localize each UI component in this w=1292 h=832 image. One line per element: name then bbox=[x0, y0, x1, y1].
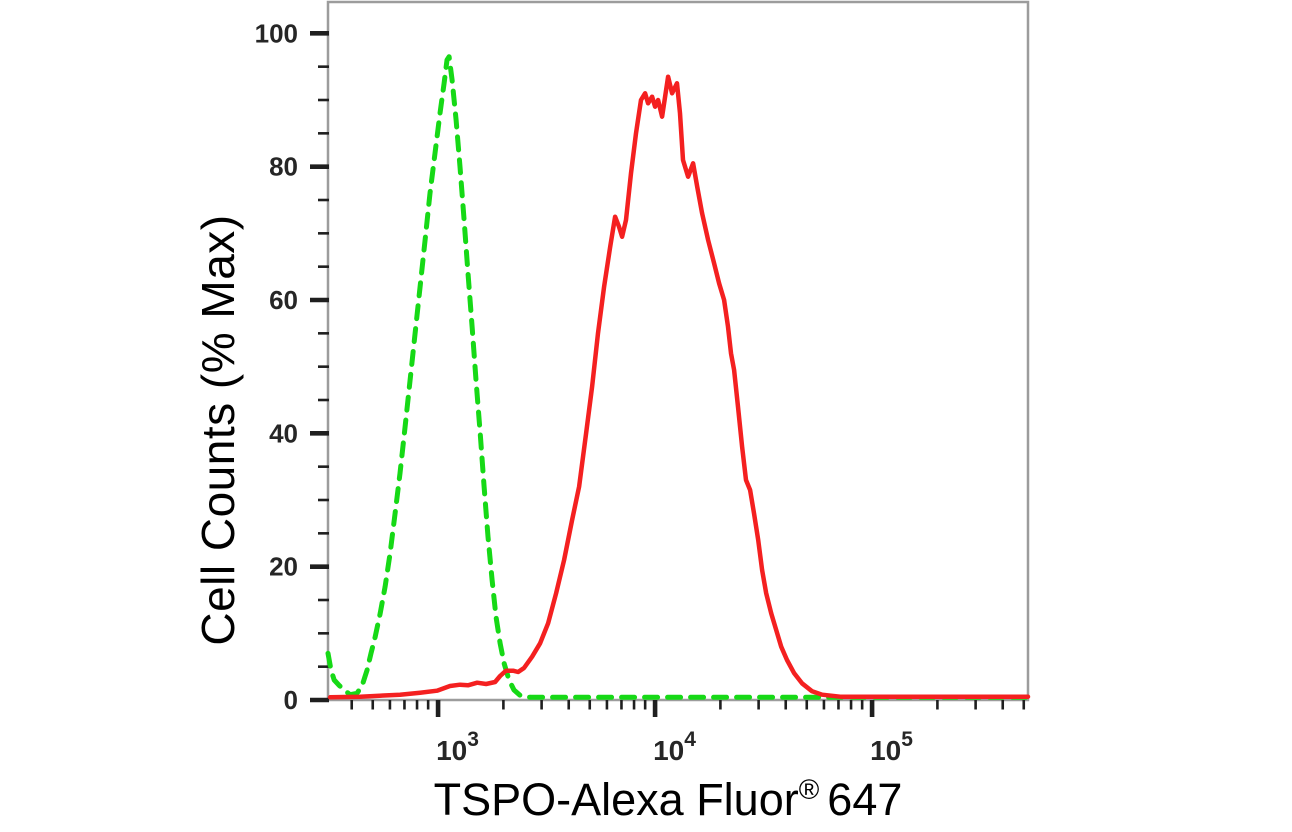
y-axis-tick-label: 60 bbox=[269, 285, 298, 315]
green-dashed-curve bbox=[325, 54, 1031, 700]
x-axis-tick-label: 105 bbox=[870, 728, 913, 766]
x-axis-label: TSPO-Alexa Fluor® 647 bbox=[434, 774, 903, 826]
red-solid-curve bbox=[327, 74, 1031, 700]
x-axis-tick-label: 103 bbox=[436, 728, 479, 766]
registered-trademark-symbol: ® bbox=[798, 774, 820, 805]
y-axis-tick-label: 0 bbox=[284, 685, 298, 715]
y-axis-tick-label: 80 bbox=[269, 152, 298, 182]
y-axis-tick-label: 100 bbox=[255, 18, 298, 48]
x-axis-label-suffix: 647 bbox=[827, 774, 903, 825]
x-axis-label-main: TSPO-Alexa Fluor bbox=[433, 774, 799, 825]
y-axis-label: Cell Counts (% Max) bbox=[192, 214, 244, 646]
x-axis-tick-label: 104 bbox=[653, 728, 696, 766]
plot-border bbox=[326, 0, 1030, 702]
y-axis-tick-label: 20 bbox=[269, 552, 298, 582]
y-axis-tick-label: 40 bbox=[269, 418, 298, 448]
